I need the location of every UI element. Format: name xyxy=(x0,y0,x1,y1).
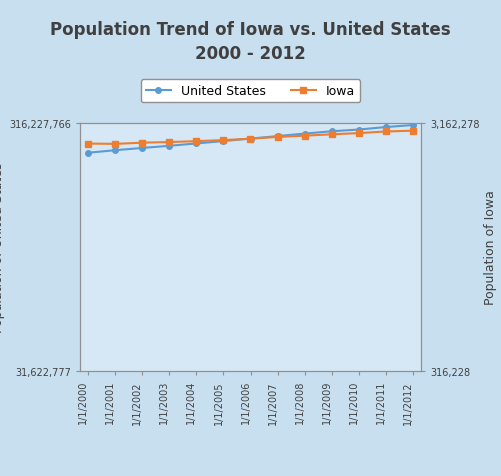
Iowa xyxy=(275,135,281,140)
United States xyxy=(275,134,281,139)
United States xyxy=(193,141,199,147)
Iowa xyxy=(112,142,118,148)
United States xyxy=(112,148,118,154)
United States xyxy=(220,139,226,145)
Iowa xyxy=(247,137,254,142)
Legend: United States, Iowa: United States, Iowa xyxy=(141,80,360,103)
Iowa xyxy=(329,132,335,138)
Iowa xyxy=(302,134,308,139)
Text: 2000 - 2012: 2000 - 2012 xyxy=(195,45,306,63)
Text: Population Trend of Iowa vs. United States: Population Trend of Iowa vs. United Stat… xyxy=(50,21,451,40)
Iowa xyxy=(383,129,389,135)
Iowa xyxy=(85,141,91,147)
United States xyxy=(410,123,416,129)
United States xyxy=(139,146,145,151)
Line: Iowa: Iowa xyxy=(86,129,415,148)
Iowa xyxy=(139,140,145,146)
Y-axis label: Population of United States: Population of United States xyxy=(0,162,5,333)
Iowa xyxy=(193,139,199,145)
Iowa xyxy=(166,140,172,146)
Line: United States: United States xyxy=(86,123,415,156)
United States xyxy=(356,128,362,133)
United States xyxy=(166,144,172,149)
United States xyxy=(329,129,335,135)
Iowa xyxy=(356,131,362,137)
Y-axis label: Population of Iowa: Population of Iowa xyxy=(483,190,496,305)
United States xyxy=(85,150,91,156)
United States xyxy=(383,125,389,130)
United States xyxy=(302,131,308,137)
Iowa xyxy=(220,138,226,144)
Iowa xyxy=(410,129,416,134)
United States xyxy=(247,137,254,142)
